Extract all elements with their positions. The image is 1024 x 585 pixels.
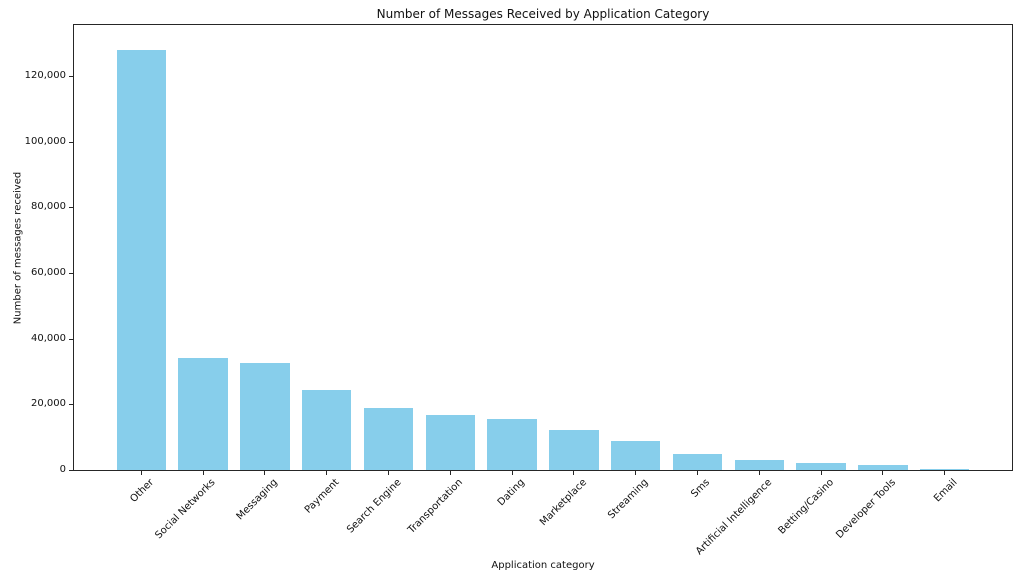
y-tick-label: 20,000: [31, 398, 66, 410]
y-tick-mark: [69, 207, 73, 209]
x-tick-label-social-networks: Social Networks: [153, 477, 218, 542]
x-tick-mark: [573, 471, 575, 475]
y-tick-label: 100,000: [24, 135, 66, 147]
y-tick-mark: [69, 141, 73, 143]
x-tick-mark: [758, 471, 760, 475]
x-tick-mark: [882, 471, 884, 475]
y-tick-mark: [69, 338, 73, 340]
y-tick-mark: [69, 272, 73, 274]
bar-marketplace: [549, 430, 599, 470]
bar-streaming: [610, 441, 661, 470]
bar-sms: [672, 453, 723, 470]
x-axis-label: Application category: [491, 560, 595, 571]
bar-payment: [302, 389, 352, 470]
x-tick-label-email: Email: [932, 477, 960, 505]
y-axis-label: Number of messages received: [12, 171, 24, 325]
y-tick-mark: [69, 75, 73, 77]
x-tick-mark: [388, 471, 390, 475]
bar-other: [116, 49, 167, 470]
x-tick-mark: [635, 471, 637, 475]
x-tick-label-streaming: Streaming: [606, 477, 651, 522]
x-tick-label-sms: Sms: [689, 477, 713, 500]
y-tick-mark: [69, 404, 73, 406]
bar-messaging: [240, 363, 290, 470]
bar-social-networks: [178, 358, 228, 470]
x-tick-mark: [944, 471, 946, 475]
x-tick-label-payment: Payment: [302, 477, 342, 516]
bar-developer-tools: [858, 465, 908, 470]
x-tick-label-messaging: Messaging: [234, 477, 280, 523]
x-tick-label-betting-casino: Betting/Casino: [776, 477, 836, 537]
bar-transportation: [425, 415, 476, 470]
x-tick-mark: [511, 471, 513, 475]
bar-email: [919, 468, 970, 470]
x-tick-mark: [696, 471, 698, 475]
x-tick-mark: [140, 471, 142, 475]
plot-area: [73, 24, 1013, 471]
y-tick-label: 80,000: [31, 201, 66, 213]
chart-title: Number of Messages Received by Applicati…: [376, 7, 710, 21]
bar-artificial-intelligence: [734, 460, 784, 470]
x-tick-label-marketplace: Marketplace: [537, 477, 589, 529]
x-tick-label-search-engine: Search Engine: [344, 477, 404, 536]
x-tick-label-developer-tools: Developer Tools: [833, 477, 898, 541]
x-tick-mark: [820, 471, 822, 475]
x-tick-label-dating: Dating: [495, 477, 527, 509]
x-tick-label-other: Other: [128, 477, 157, 505]
x-tick-mark: [449, 471, 451, 475]
x-tick-mark: [264, 471, 266, 475]
bar-search-engine: [363, 407, 414, 470]
y-tick-label: 40,000: [31, 332, 66, 344]
y-tick-label: 0: [59, 464, 66, 475]
y-tick-label: 60,000: [31, 266, 66, 278]
y-tick-mark: [69, 470, 73, 471]
x-tick-label-transportation: Transportation: [406, 477, 466, 536]
bar-dating: [487, 418, 537, 470]
x-tick-mark: [326, 471, 328, 475]
y-tick-label: 120,000: [24, 69, 66, 81]
bar-betting-casino: [796, 462, 846, 470]
x-tick-mark: [202, 471, 204, 475]
